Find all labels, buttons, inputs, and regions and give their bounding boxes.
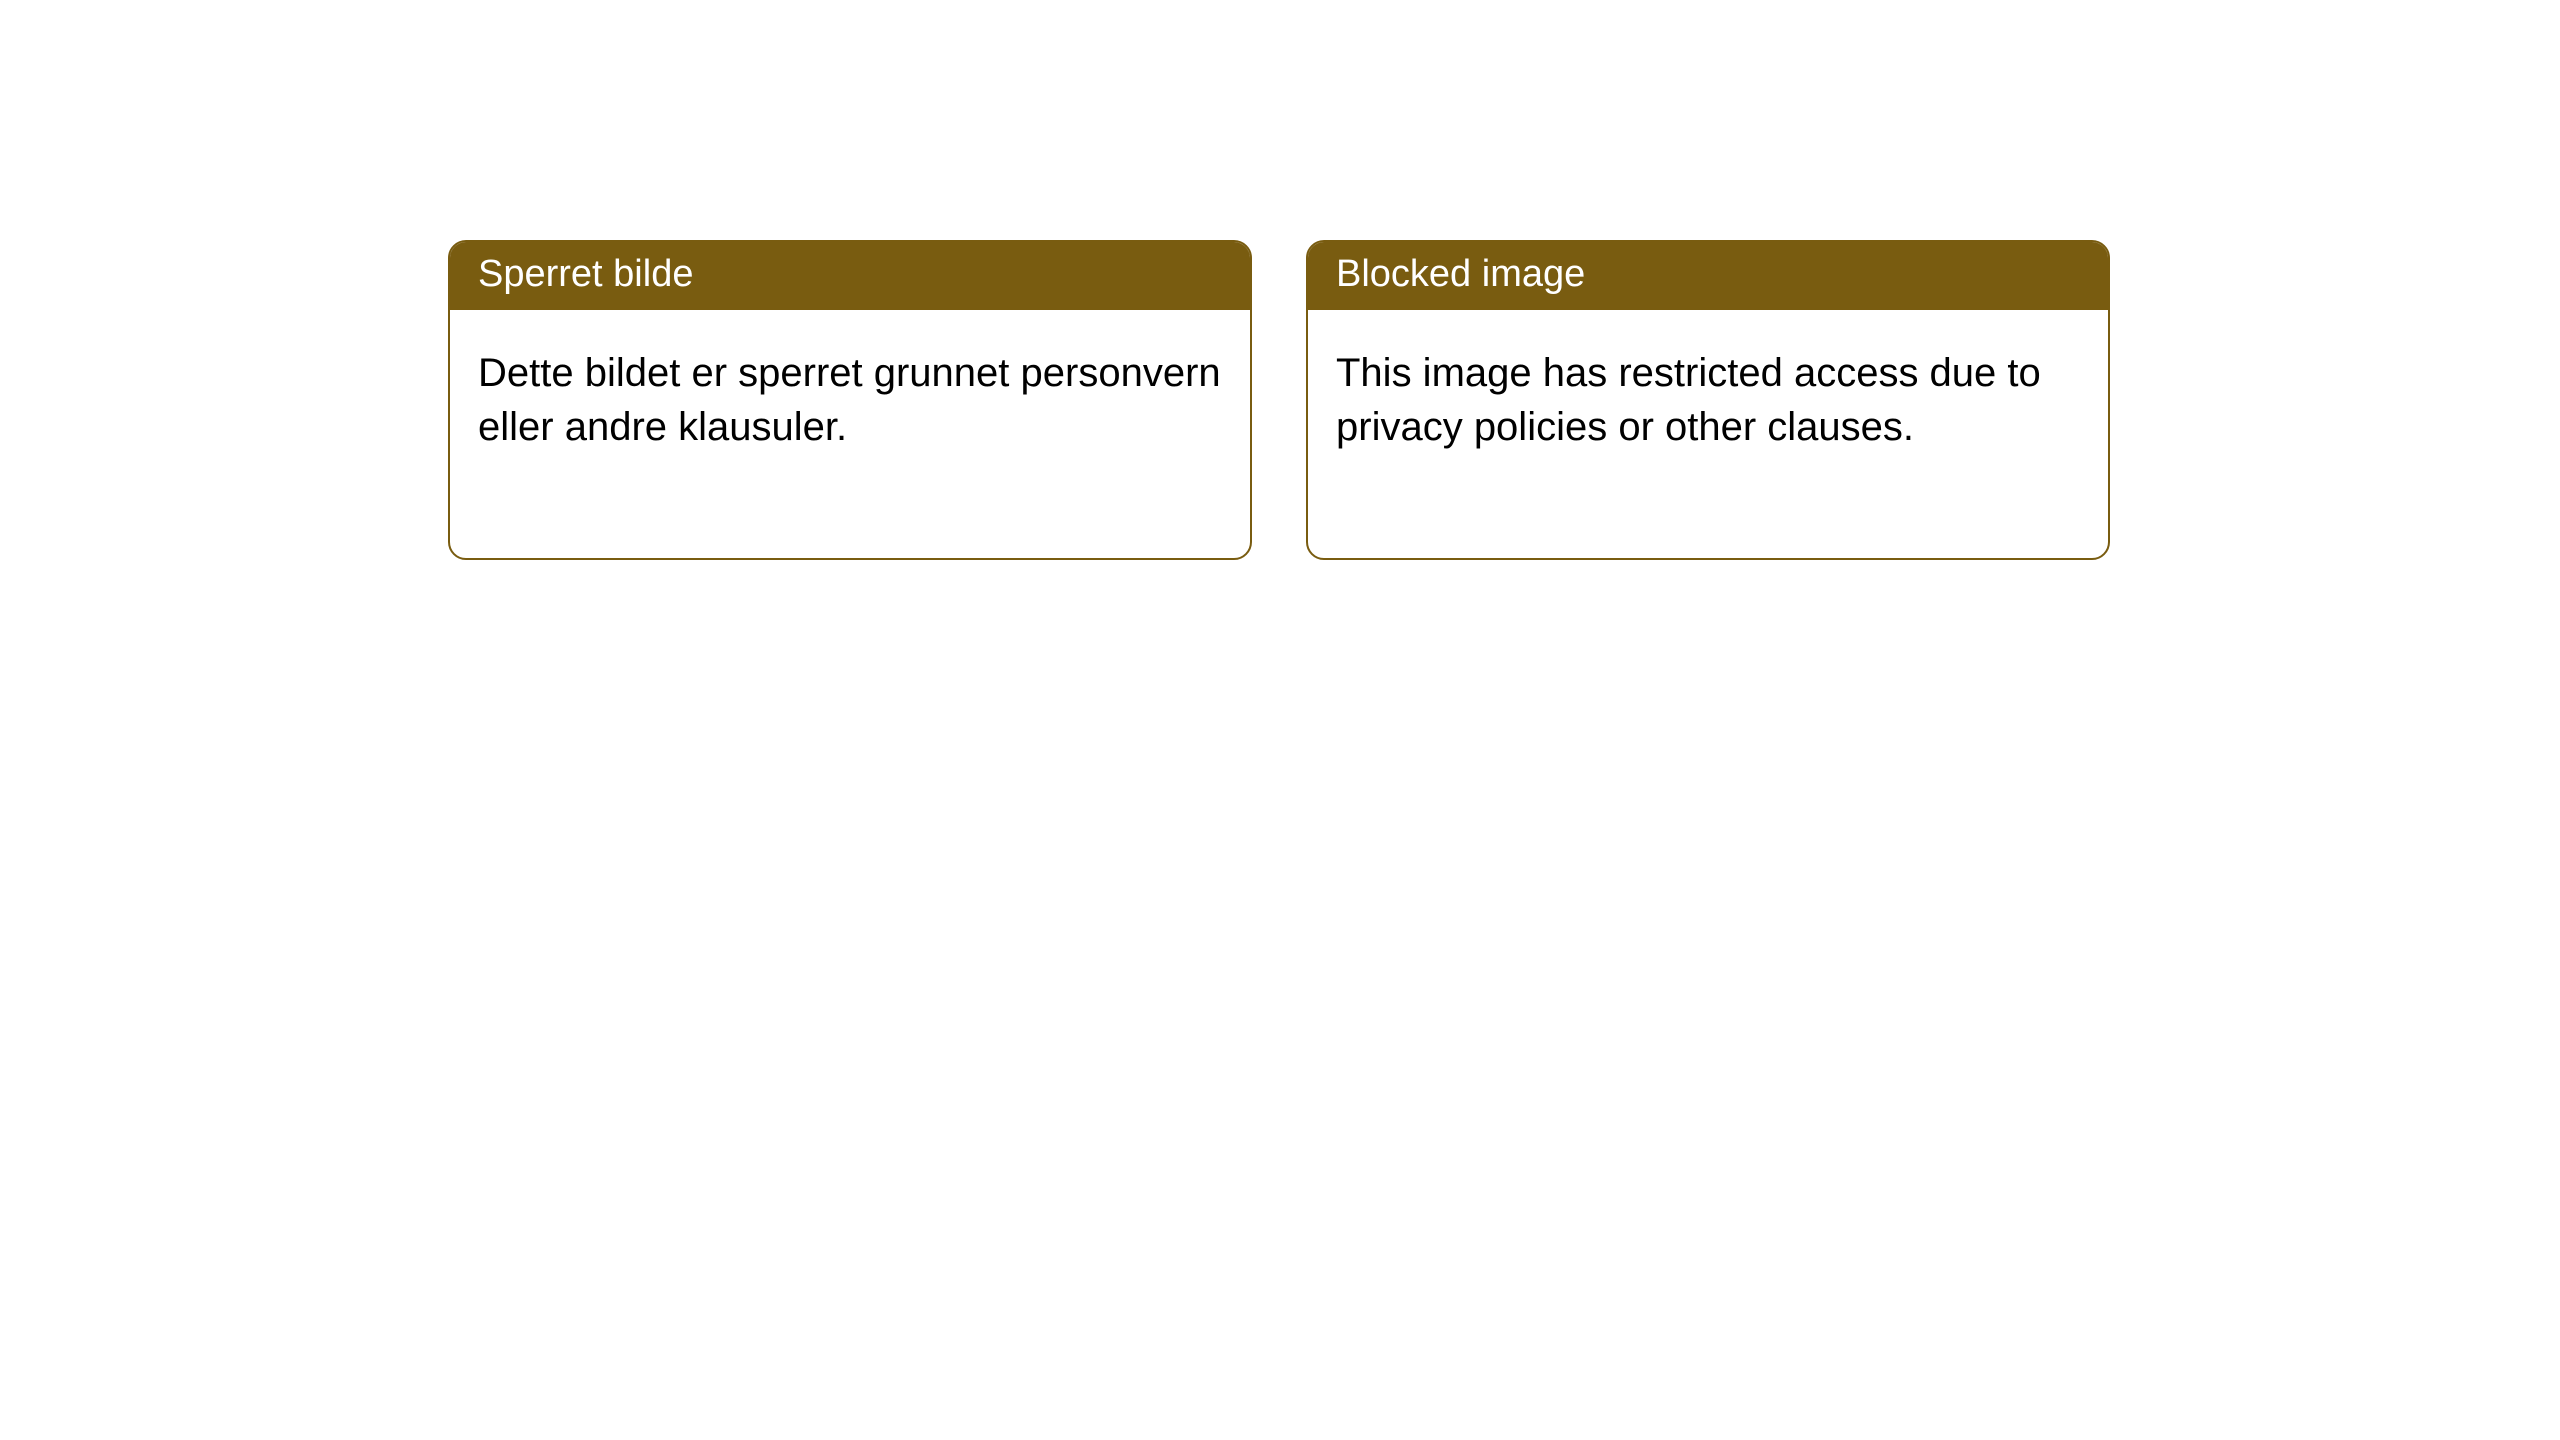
notice-box-english: Blocked image This image has restricted …: [1306, 240, 2110, 560]
notice-header-norwegian: Sperret bilde: [450, 242, 1250, 310]
notice-body-english: This image has restricted access due to …: [1308, 310, 2108, 558]
notice-body-norwegian: Dette bildet er sperret grunnet personve…: [450, 310, 1250, 558]
notice-header-english: Blocked image: [1308, 242, 2108, 310]
notice-container: Sperret bilde Dette bildet er sperret gr…: [448, 240, 2110, 560]
notice-box-norwegian: Sperret bilde Dette bildet er sperret gr…: [448, 240, 1252, 560]
